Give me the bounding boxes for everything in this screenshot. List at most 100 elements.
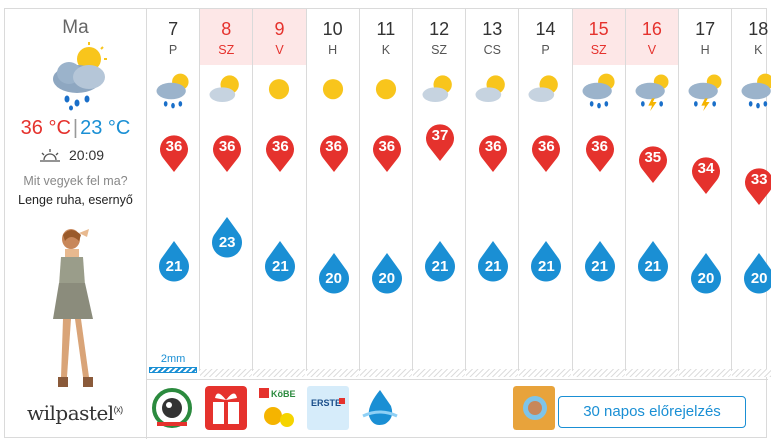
low-temp-drop: 20 xyxy=(370,253,404,297)
brand-logo[interactable]: wilpastel(x) xyxy=(27,401,123,425)
day-column[interactable]: 13 CS 36 21 xyxy=(466,9,520,377)
high-temp: 36 xyxy=(378,138,396,155)
day-abbr: SZ xyxy=(590,43,607,57)
day-column[interactable]: 12 SZ 37 21 xyxy=(413,9,467,377)
day-header: 10 H xyxy=(307,9,359,65)
low-temp-drop: 21 xyxy=(423,241,457,285)
today-low: 23 °C xyxy=(80,117,131,139)
day-abbr: K xyxy=(381,43,391,57)
day-column[interactable]: 8 SZ 36 23 xyxy=(200,9,254,377)
day-column[interactable]: 16 V 35 21 xyxy=(625,9,679,377)
outfit-answer[interactable]: Lenge ruha, esernyő xyxy=(18,193,133,207)
day-number: 8 xyxy=(221,19,232,39)
high-temp-pin: 36 xyxy=(318,132,350,172)
day-number: 15 xyxy=(588,19,609,39)
day-number: 13 xyxy=(482,19,503,39)
high-temp-pin: 37 xyxy=(424,121,456,161)
day-column[interactable]: 14 P 36 21 xyxy=(519,9,573,377)
cloud-storm-icon xyxy=(688,74,722,112)
day-column[interactable]: 11 K 36 20 xyxy=(359,9,413,377)
low-temp-drop: 23 xyxy=(210,217,244,261)
high-temp: 36 xyxy=(484,138,502,155)
day-column[interactable]: 9 V 36 21 xyxy=(253,9,307,377)
sunset-icon xyxy=(40,149,60,162)
today-temps: 36 °C | 23 °C xyxy=(20,117,131,139)
erste-app-icon[interactable]: ERSTE xyxy=(307,386,349,430)
day-abbr: SZ xyxy=(431,43,448,57)
day-number: 16 xyxy=(641,19,662,39)
rain-amount: 2mm xyxy=(160,353,186,365)
rain-bar-empty xyxy=(466,369,519,377)
water-app-icon[interactable] xyxy=(359,386,401,430)
low-temp-drop: 20 xyxy=(689,253,723,297)
low-temp: 21 xyxy=(431,258,449,275)
svg-text:ERSTE: ERSTE xyxy=(311,398,341,408)
sun-icon xyxy=(322,79,343,100)
day-header: 8 SZ xyxy=(200,9,253,65)
cinema-app-icon[interactable] xyxy=(151,386,193,430)
day-number: 7 xyxy=(168,19,179,39)
high-temp: 36 xyxy=(165,138,183,155)
low-temp: 21 xyxy=(272,258,289,275)
high-temp-pin: 36 xyxy=(477,132,509,172)
high-temp: 37 xyxy=(431,127,449,144)
high-temp-pin: 34 xyxy=(690,154,722,194)
low-temp-drop: 20 xyxy=(317,253,351,297)
kobe-app-icon[interactable]: KöBE xyxy=(257,386,299,430)
sun-cloud-icon xyxy=(209,75,240,102)
high-temp: 36 xyxy=(591,138,608,155)
cloud-sun-rain-icon xyxy=(741,73,771,109)
day-number: 18 xyxy=(748,19,769,39)
gift-app-icon[interactable] xyxy=(205,386,247,430)
outfit-question: Mit vegyek fel ma? xyxy=(23,174,128,188)
day-column[interactable]: 15 SZ 36 21 xyxy=(572,9,626,377)
high-temp-pin: 36 xyxy=(211,132,243,172)
sunset: 20:09 xyxy=(39,147,104,163)
low-temp: 21 xyxy=(644,258,662,275)
day-header: 13 CS xyxy=(466,9,518,65)
day-abbr: CS xyxy=(483,43,501,57)
game-app-icon[interactable] xyxy=(513,386,555,430)
day-abbr: P xyxy=(168,43,178,57)
rain-bar-empty xyxy=(200,369,253,377)
rain-bar xyxy=(149,367,197,373)
high-temp-pin: 33 xyxy=(743,165,771,205)
day-header: 18 K xyxy=(732,9,771,65)
low-temp: 20 xyxy=(378,270,396,287)
day-column[interactable]: 17 H 34 20 xyxy=(679,9,733,377)
sun-cloud-icon xyxy=(475,75,506,102)
app-strip: KöBE ERSTE 30 napos előrejelzés xyxy=(147,379,768,439)
rain-bar-empty xyxy=(253,369,306,377)
day-abbr: V xyxy=(275,43,284,57)
day-number: 14 xyxy=(535,19,556,39)
cloud-storm-icon xyxy=(635,74,669,112)
day-column[interactable]: 18 K 33 20 xyxy=(732,9,771,377)
high-temp: 36 xyxy=(325,138,342,155)
high-temp: 35 xyxy=(644,149,662,166)
high-temp-pin: 36 xyxy=(371,132,403,172)
high-temp-pin: 36 xyxy=(264,132,296,172)
outfit-model-image[interactable] xyxy=(43,227,109,397)
high-temp-pin: 36 xyxy=(530,132,562,172)
high-temp: 36 xyxy=(272,138,289,155)
day-number: 11 xyxy=(376,19,396,39)
day-number: 10 xyxy=(322,19,343,39)
sun-cloud-icon xyxy=(528,75,559,102)
rain-bar-empty xyxy=(732,369,771,377)
low-temp: 20 xyxy=(750,270,768,287)
low-temp: 21 xyxy=(591,258,608,275)
day-header: 16 V xyxy=(625,9,678,65)
30-day-forecast-button[interactable]: 30 napos előrejelzés xyxy=(558,396,746,428)
day-header: 14 P xyxy=(519,9,571,65)
day-number: 9 xyxy=(274,19,285,39)
high-temp-pin: 35 xyxy=(637,143,669,183)
rain-bar-empty xyxy=(359,369,412,377)
cloud-sun-rain-icon xyxy=(156,73,189,109)
day-column[interactable]: 10 H 36 20 xyxy=(306,9,360,377)
day-column[interactable]: 7 P 36 21 2mm xyxy=(147,9,201,373)
low-temp-drop: 21 xyxy=(157,241,191,285)
day-header: 11 K xyxy=(360,9,412,65)
cloud-sun-rain-icon xyxy=(53,42,107,111)
